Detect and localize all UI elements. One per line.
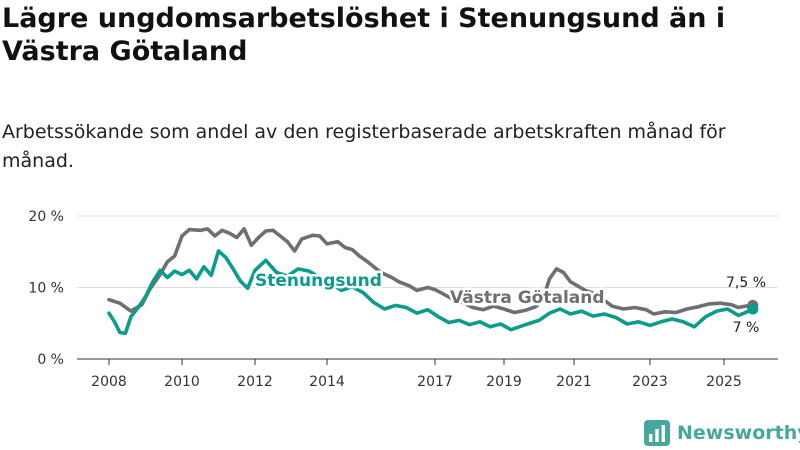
brand-name: Newsworthy: [677, 422, 800, 444]
x-tick-label: 2021: [556, 374, 592, 390]
brand-logo: Newsworthy: [644, 418, 800, 448]
series-line-stenungsund: [107, 249, 755, 336]
series-labels: Västra Götaland Stenungsund 7,5 % 7 %: [253, 269, 767, 337]
newsworthy-logo-icon: [644, 420, 670, 446]
end-value-label: 7 %: [733, 320, 760, 336]
x-tick-label: 2025: [706, 374, 742, 390]
x-tick-label: 2010: [164, 374, 200, 390]
series-label-vastra-gotaland: Västra Götaland: [450, 288, 605, 308]
chart-title: Lägre ungdomsarbetslöshet i Stenungsund …: [2, 3, 726, 67]
line-chart: 0 % 10 % 20 % 2008 2010 2012 2014 2017 2019 2021…: [28, 209, 778, 390]
chart-subtitle: Arbetssökande som andel av den registerb…: [2, 121, 726, 172]
x-tick-label: 2012: [237, 374, 273, 390]
x-axis: 2008 2010 2012 2014 2017 2019 2021 2023 2025: [77, 358, 778, 390]
y-axis-ticks: 0 % 10 % 20 %: [28, 209, 64, 368]
y-tick-label: 20 %: [28, 209, 64, 225]
x-tick-label: 2014: [309, 374, 345, 390]
y-tick-label: 0 %: [37, 352, 64, 368]
series-line-vastra-gotaland: [107, 227, 755, 316]
grid-lines: [77, 215, 778, 288]
y-tick-label: 10 %: [28, 281, 64, 297]
x-tick-label: 2008: [91, 374, 127, 390]
series-end-point: [747, 303, 759, 315]
series-label-stenungsund: Stenungsund: [255, 271, 382, 291]
x-tick-label: 2023: [632, 374, 668, 390]
end-value-label: 7,5 %: [726, 275, 766, 291]
x-tick-label: 2017: [417, 374, 453, 390]
x-tick-label: 2019: [486, 374, 522, 390]
series-lines: [107, 227, 759, 336]
